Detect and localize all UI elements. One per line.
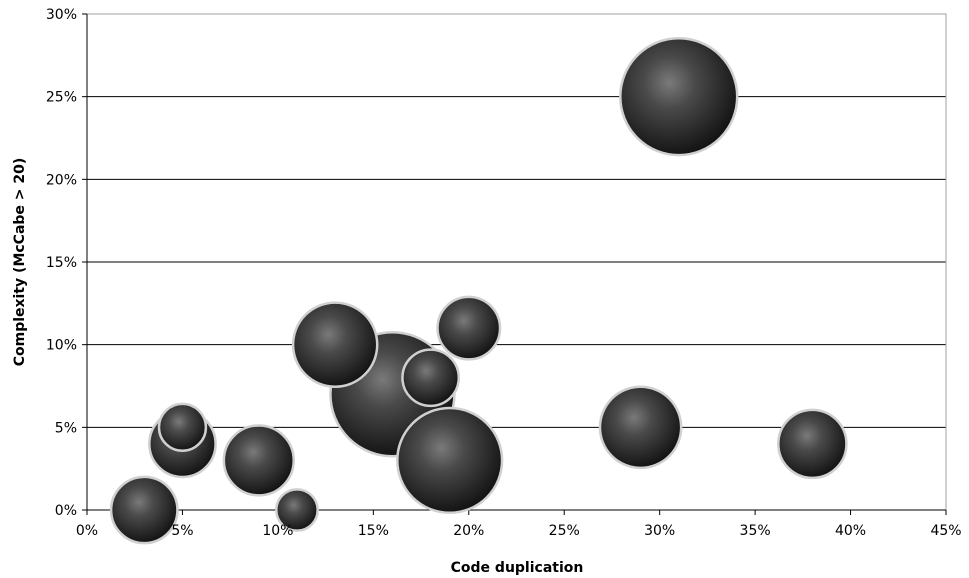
x-tick-label: 20%	[453, 523, 484, 539]
y-tick-label: 30%	[46, 7, 77, 23]
x-axis-title: Code duplication	[451, 560, 584, 576]
y-tick-label: 20%	[46, 172, 77, 188]
x-tick-label: 25%	[549, 523, 580, 539]
bubble-point	[291, 301, 379, 388]
x-tick-label: 10%	[262, 523, 293, 539]
x-tick-label: 0%	[76, 523, 98, 539]
x-tick-label: 45%	[930, 523, 961, 539]
bubble-point	[401, 348, 461, 408]
bubble-point	[396, 406, 504, 515]
x-tick-label: 15%	[358, 523, 389, 539]
axes	[82, 13, 947, 515]
bubble-point	[436, 295, 502, 361]
gridlines	[87, 13, 946, 428]
tick-labels: 0% 5% 10% 15% 20% 25% 30% 0% 5% 10% 15% 20% 25% 30% 35…	[46, 7, 962, 539]
bubble-point	[157, 402, 208, 453]
x-tick-label: 30%	[644, 523, 675, 539]
bubble-point	[109, 475, 179, 545]
bubble-point	[619, 36, 739, 157]
bubble-point	[598, 385, 683, 470]
y-axis-title: Complexity (McCabe > 20)	[12, 158, 28, 367]
bubbles	[109, 36, 848, 545]
y-tick-label: 10%	[46, 338, 77, 354]
bubble-point	[275, 488, 319, 532]
x-tick-label: 5%	[171, 523, 193, 539]
y-tick-label: 25%	[46, 90, 77, 106]
y-tick-label: 15%	[46, 255, 77, 271]
bubble-point	[777, 408, 848, 480]
y-tick-label: 0%	[55, 503, 77, 519]
y-tick-label: 5%	[55, 420, 77, 436]
x-tick-label: 35%	[740, 523, 771, 539]
x-tick-label: 40%	[835, 523, 866, 539]
bubble-point	[222, 424, 295, 497]
